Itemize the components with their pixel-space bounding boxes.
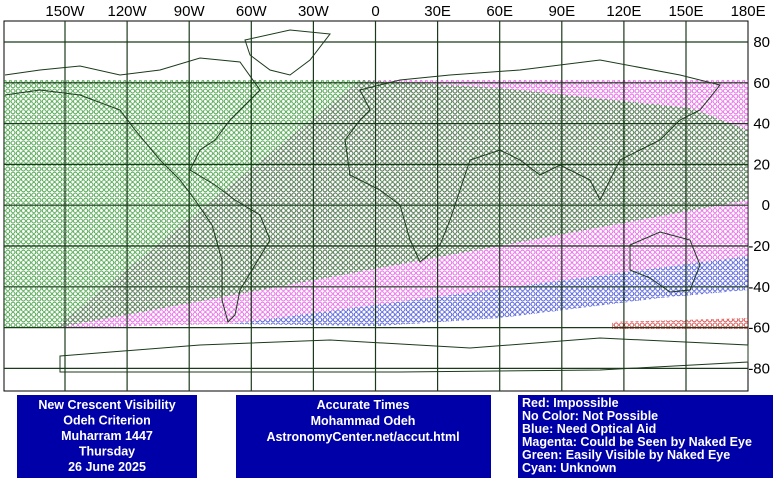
axis-labels: 150W 120W 90W 60W 30W 0 30E 60E 90E 120E 150E 180E 8… [45, 3, 770, 377]
box-line: 26 June 2025 [68, 460, 146, 474]
latitude-label: 20 [753, 156, 770, 173]
longitude-label: 90W [174, 3, 206, 20]
box-line: New Crescent Visibility [38, 398, 175, 412]
latitude-label: 40 [753, 116, 770, 133]
longitude-label: 150E [668, 3, 703, 20]
credit-box-bg [236, 395, 491, 478]
latitude-label: 60 [753, 75, 770, 92]
longitude-label: 60E [486, 3, 513, 20]
longitude-label: 90E [548, 3, 575, 20]
longitude-label: 60W [236, 3, 268, 20]
latitude-label: -20 [748, 238, 770, 255]
info-box: New Crescent Visibility Odeh CriterionMuh… [17, 395, 197, 478]
red-zone [612, 318, 748, 329]
blue-zone [230, 256, 748, 326]
latitude-label: -60 [748, 320, 770, 337]
box-line: Muharram 1447 [61, 429, 153, 443]
box-line: Red: Impossible [522, 396, 619, 410]
longitude-label: 120W [108, 3, 148, 20]
latitude-label: 80 [753, 34, 770, 51]
longitude-label: 30E [424, 3, 451, 20]
longitude-label: 150W [45, 3, 85, 20]
longitude-label: 0 [371, 3, 379, 20]
longitude-label: 120E [606, 3, 641, 20]
box-line: Accurate Times [317, 398, 410, 412]
box-line: No Color: Not Possible [522, 409, 658, 423]
graticule [4, 21, 748, 391]
legend-box-bg [518, 395, 773, 478]
credit-box: Accurate Times Mohammad Odeh AstronomyCent… [236, 395, 491, 478]
box-line: Odeh Criterion [63, 414, 151, 428]
latitude-label: -40 [748, 279, 770, 296]
box-line: Blue: Need Optical Aid [522, 422, 656, 436]
latitude-label: -80 [748, 360, 770, 377]
box-line: Magenta: Could be Seen by Naked Eye [522, 435, 752, 449]
box-line: Mohammad Odeh [311, 414, 416, 428]
longitude-label: 30W [298, 3, 330, 20]
longitude-label: 180E [731, 3, 766, 20]
box-line: AstronomyCenter.net/accut.html [266, 430, 459, 444]
box-line: Cyan: Unknown [522, 461, 616, 475]
latitude-label: 0 [762, 197, 770, 214]
box-line: Thursday [79, 445, 135, 459]
info-box-bg [17, 395, 197, 478]
coastlines [4, 29, 749, 373]
box-line: Green: Easily Visible by Naked Eye [522, 448, 730, 462]
